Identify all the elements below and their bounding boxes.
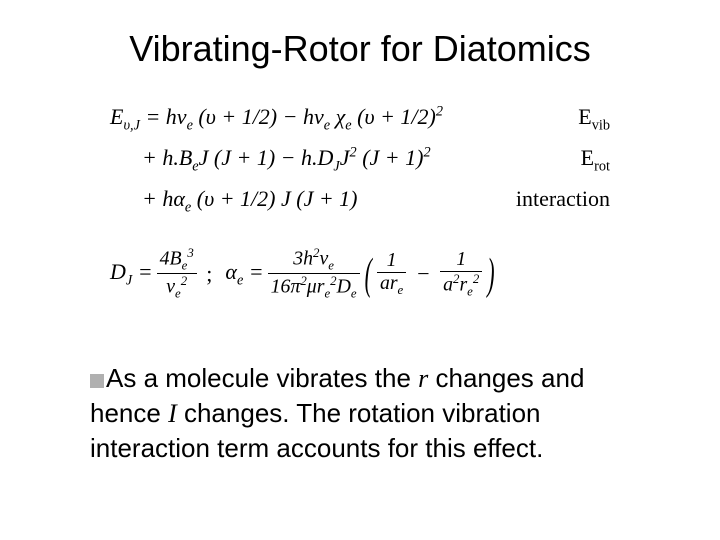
eq-part: (υ + 1/2) − hν [193,104,324,129]
eq-part: (υ + 1/2) J (J + 1) [191,186,357,211]
eq-sym: E [110,104,123,129]
eq-sym: α [225,259,237,284]
eq-sub: υ,J [123,117,139,133]
eq-part: J (J + 1) − h.D [199,145,334,170]
eq-sup: 2 [350,145,357,161]
rhs-label: E [581,145,594,170]
body-note: As a molecule vibrates the r changes and… [90,361,640,466]
rhs-label: E [578,104,591,129]
eq-sup: 2 [436,104,443,120]
note-var: r [418,364,428,393]
fraction: 1 a2re2 [440,249,482,298]
eq-part: + h.B [142,145,192,170]
eq-part: χ [330,104,345,129]
eq-part: + hα [142,186,185,211]
rhs-sub: vib [592,117,610,133]
eq-part: (υ + 1/2) [352,104,436,129]
slide-title: Vibrating-Rotor for Diatomics [50,28,670,70]
eq-part: J [340,145,350,170]
rhs-sub: rot [594,158,610,174]
note-text: As a molecule vibrates the [106,363,418,393]
fraction: 4Be3 νe2 [157,246,197,300]
eq-part: (J + 1) [357,145,424,170]
rhs-label: interaction [516,182,610,215]
eq-sym: D [110,259,126,284]
eq-part: = hν [140,104,187,129]
eq-sup: 2 [423,145,430,161]
fraction: 3h2νe 16π2μre2De [268,246,360,300]
eq-sub: J [126,273,132,289]
note-var: I [168,399,177,428]
equation-block: Eυ,J = hνe (υ + 1/2) − hνe χe (υ + 1/2)2… [110,100,670,301]
bullet-icon [90,374,104,388]
fraction: 1 are [377,250,406,297]
